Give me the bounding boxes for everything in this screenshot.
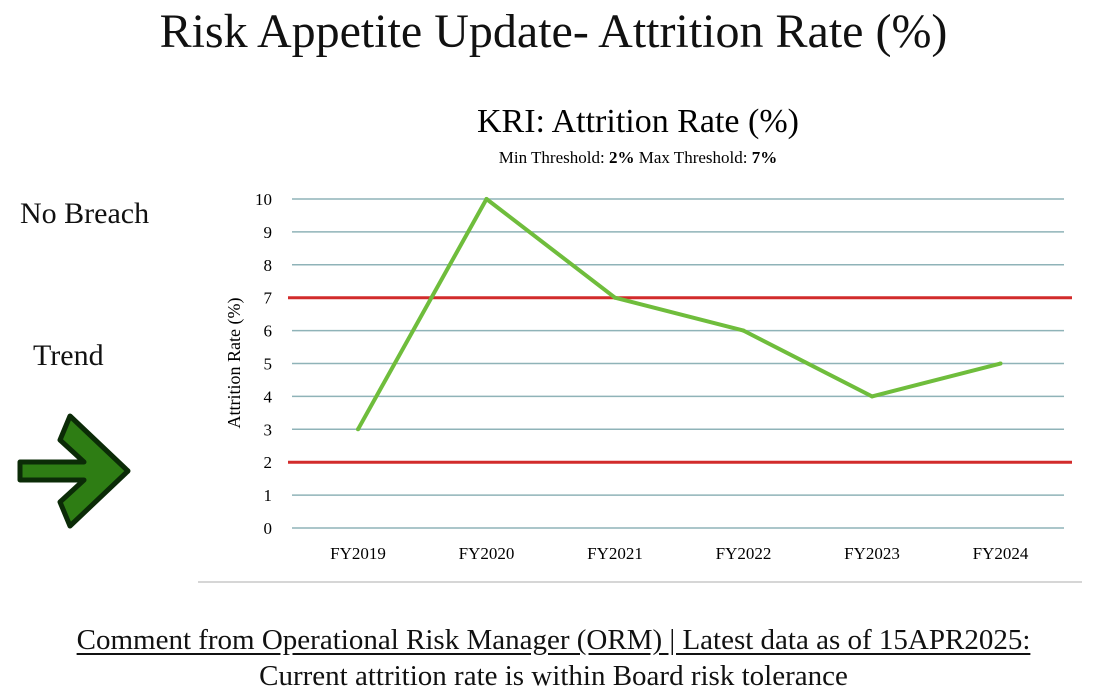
chart: KRI: Attrition Rate (%) Min Threshold: 2… — [198, 103, 1082, 583]
x-tick-label: FY2022 — [716, 544, 772, 563]
y-ticks: 0 1 2 3 4 5 6 7 8 9 10 — [255, 190, 273, 538]
y-tick-label: 5 — [264, 355, 273, 374]
data-point — [870, 394, 874, 399]
data-point — [998, 361, 1003, 366]
y-tick-label: 8 — [264, 256, 273, 275]
data-point — [356, 427, 360, 432]
y-tick-label: 10 — [255, 190, 272, 209]
y-tick-label: 6 — [264, 322, 273, 341]
orm-comment-heading: Comment from Operational Risk Manager (O… — [76, 624, 1031, 656]
x-tick-label: FY2019 — [330, 544, 386, 563]
series — [356, 197, 1003, 432]
data-point — [741, 328, 746, 333]
right-arrow-icon — [8, 404, 138, 538]
x-ticks: FY2019 FY2020 FY2021 FY2022 FY2023 FY2024 — [330, 544, 1029, 563]
y-tick-label: 0 — [264, 519, 273, 538]
chart-subtitle: Min Threshold: 2% Max Threshold: 7% — [499, 148, 777, 167]
max-threshold-value: 7% — [752, 148, 778, 167]
trend-label: Trend — [33, 339, 104, 372]
data-point — [613, 295, 617, 300]
gridlines — [292, 198, 1064, 529]
y-tick-label: 9 — [264, 223, 273, 242]
data-point — [484, 197, 489, 201]
breach-status-label: No Breach — [20, 197, 150, 230]
y-tick-label: 2 — [264, 453, 273, 472]
orm-comment-text: Current attrition rate is within Board r… — [259, 660, 848, 692]
x-tick-label: FY2024 — [973, 544, 1029, 563]
min-threshold-label: Min Threshold: — [499, 148, 609, 167]
y-tick-label: 1 — [264, 486, 273, 505]
x-tick-label: FY2020 — [459, 544, 515, 563]
y-tick-label: 4 — [264, 387, 273, 406]
min-threshold-value: 2% — [609, 148, 635, 167]
chart-title: KRI: Attrition Rate (%) — [477, 103, 799, 140]
page-title: Risk Appetite Update- Attrition Rate (%) — [159, 5, 948, 58]
thresholds — [288, 296, 1072, 464]
x-tick-label: FY2021 — [587, 544, 643, 563]
y-axis-label: Attrition Rate (%) — [224, 298, 245, 429]
x-tick-label: FY2023 — [844, 544, 900, 563]
y-tick-label: 3 — [264, 420, 273, 439]
series-line — [356, 197, 1001, 431]
y-tick-label: 7 — [264, 289, 273, 308]
max-threshold-label: Max Threshold: — [634, 148, 751, 167]
